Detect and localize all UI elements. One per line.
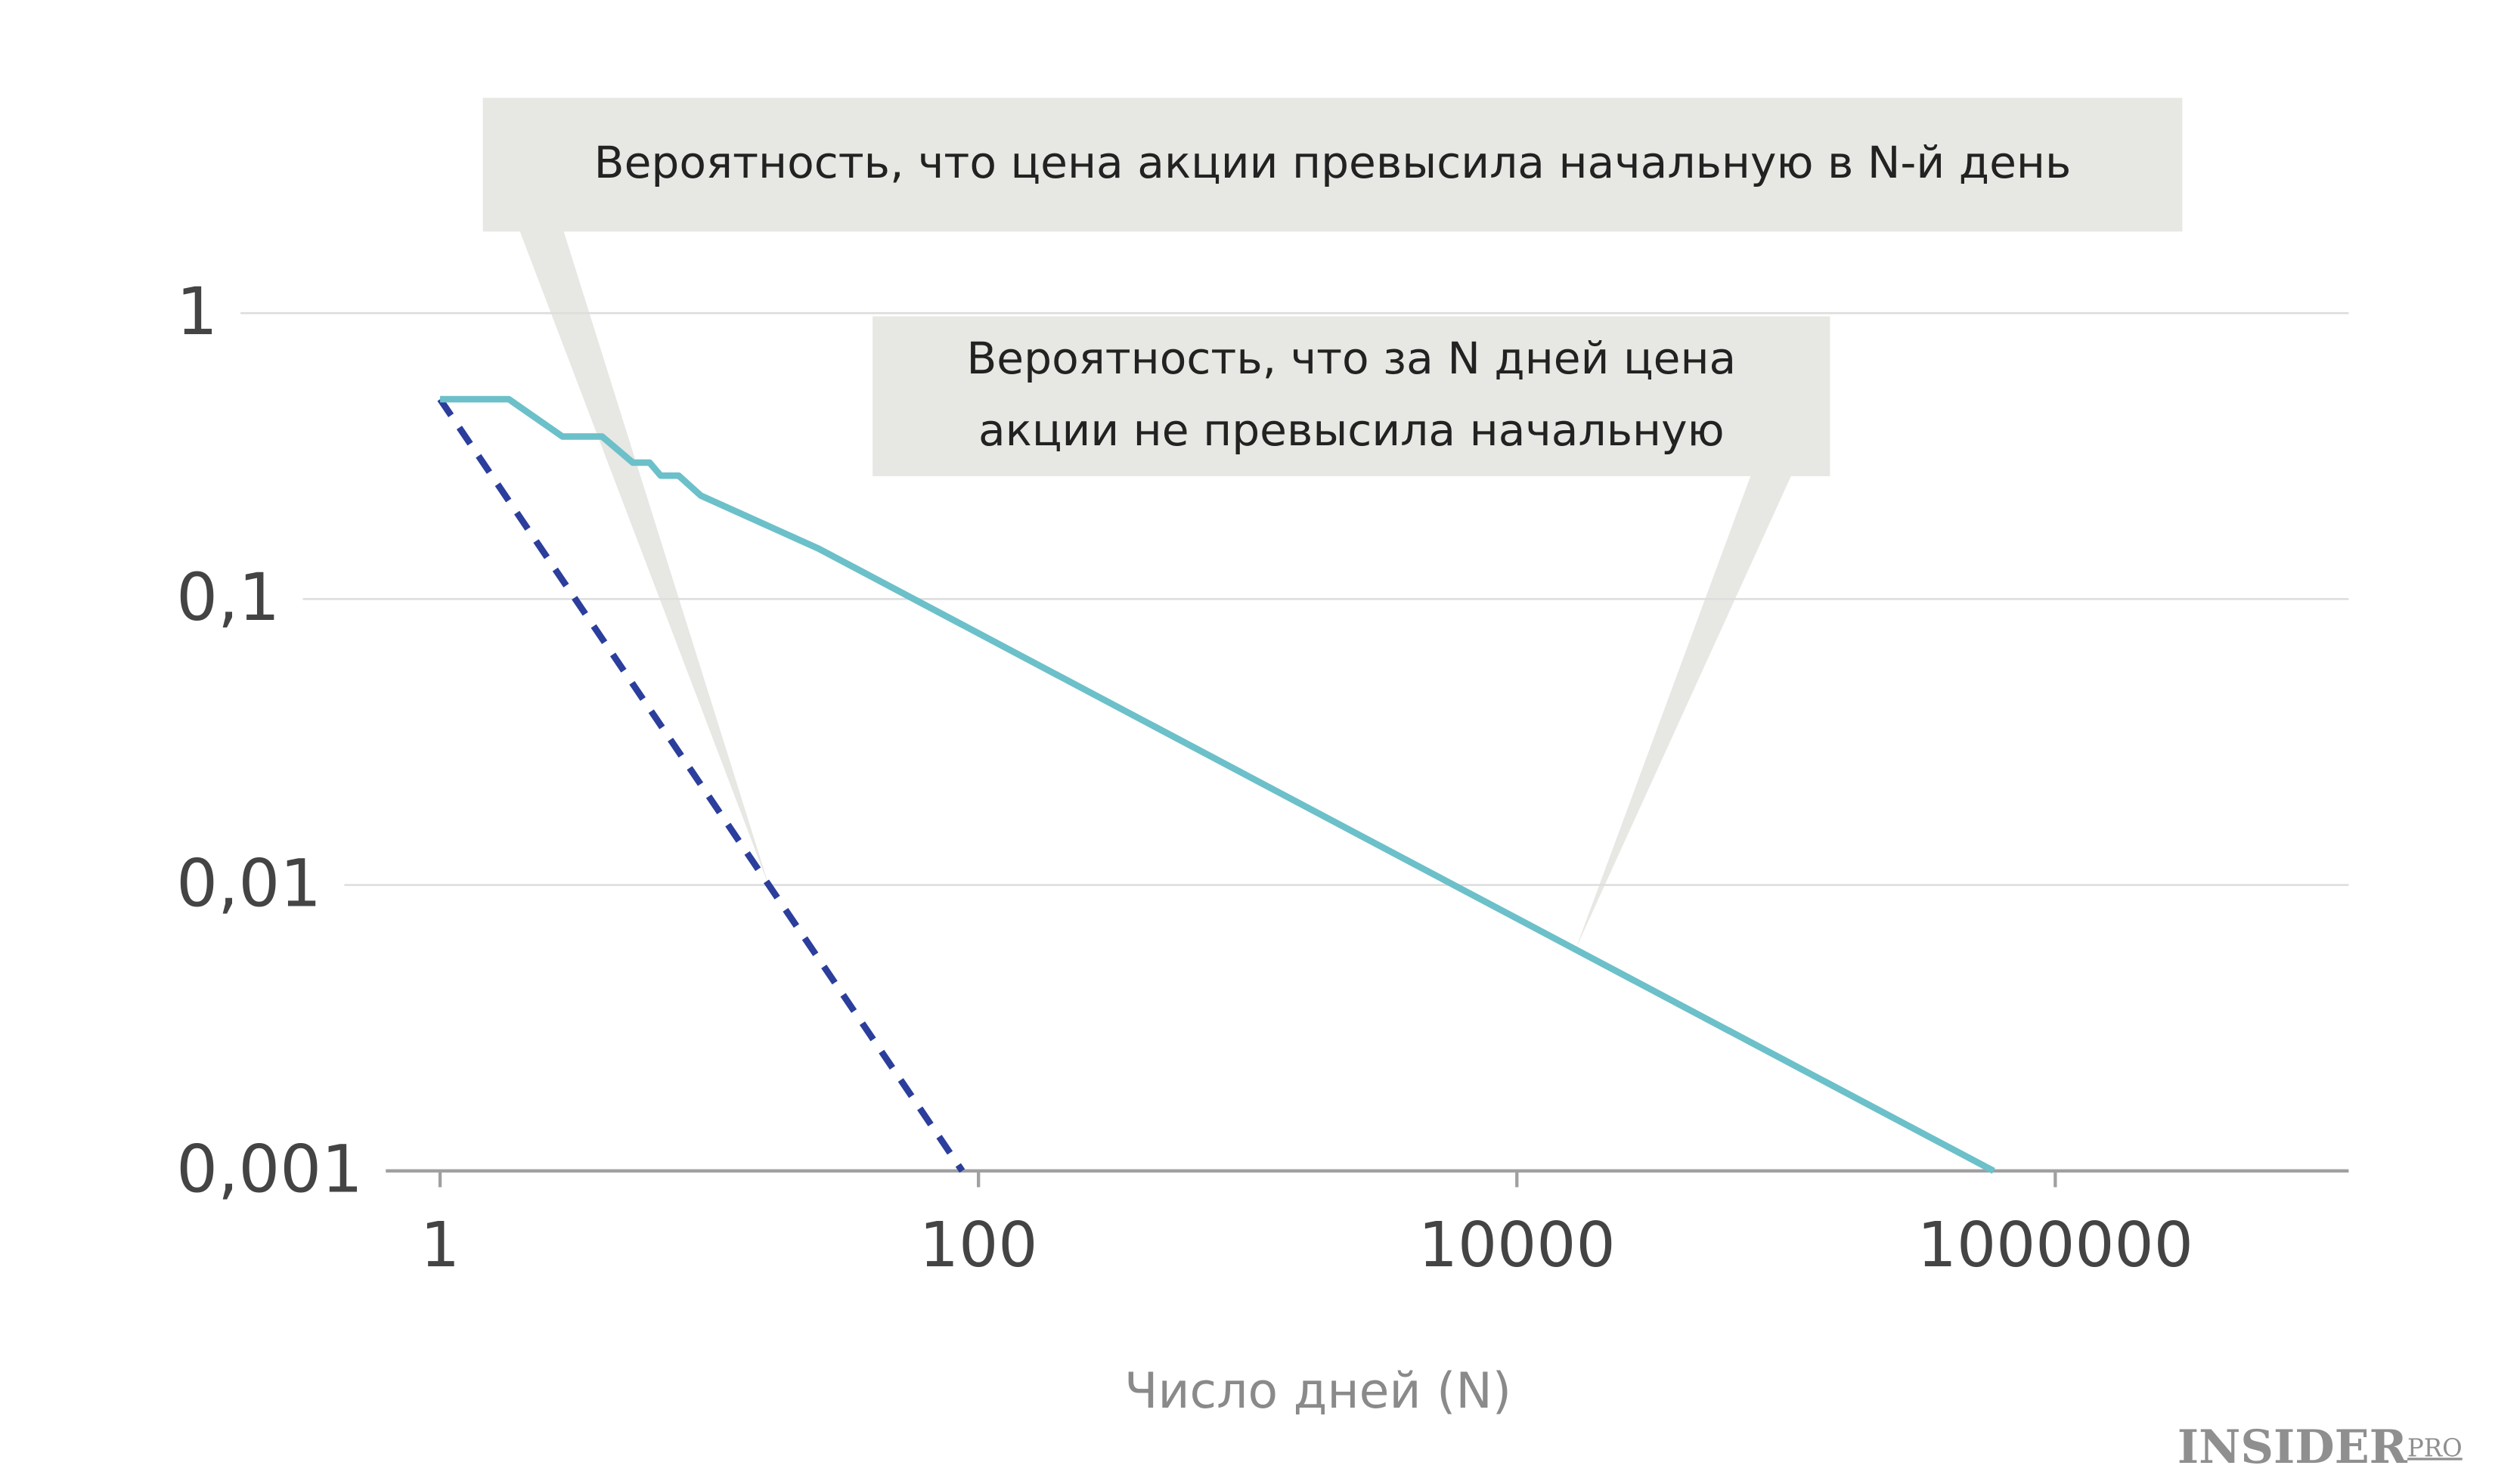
callout: Вероятность, что цена акции превысила на… [594,138,2072,190]
x-tick-label: 10000 [1418,1210,1616,1281]
series-line [437,397,966,1173]
y-tick-label: 0,001 [176,1132,363,1208]
callout-pointer [519,228,770,889]
y-tick-label: 0,1 [176,560,280,636]
x-axis-title: Число дней (N) [1124,1363,1511,1420]
x-tick-label: 100 [919,1210,1037,1281]
callout-box [482,98,2183,232]
x-tick-label: 1 [420,1210,460,1281]
logo: INSIDER PRO [2177,1420,2463,1474]
y-tick-label: 1 [176,274,218,350]
callout-text: Вероятность, что за N дней цена акции не… [966,334,1737,457]
callout: Вероятность, что за N дней цена акции не… [966,334,1737,457]
logo-name: INSIDER [2177,1420,2408,1474]
series-line [440,395,1995,1174]
logo-suffix: PRO [2407,1433,2463,1462]
x-tick-label: 1000000 [1917,1210,2193,1281]
callout-text: Вероятность, что цена акции превысила на… [594,138,2072,190]
callout-box [873,316,1830,476]
y-tick-label: 0,01 [176,846,321,922]
